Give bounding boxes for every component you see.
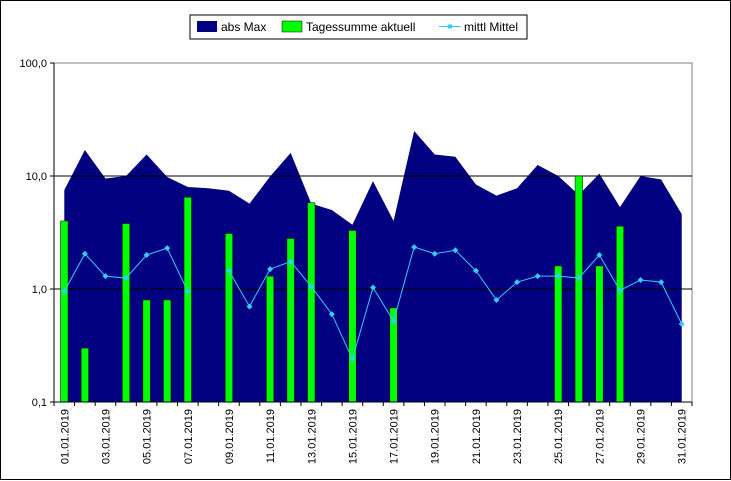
legend-label-tagessumme: Tagessumme aktuell [306,20,415,34]
mittl-mittel-point-30 [678,321,685,328]
mittl-mittel-line-layer [61,244,685,363]
mittl-mittel-point-27 [616,287,623,294]
tagessumme-bar-25 [574,175,583,403]
mittl-mittel-point-13 [328,311,335,318]
legend-label-abs-max: abs Max [221,20,266,34]
tagessumme-bar-6 [183,196,192,403]
mittl-mittel-point-23 [534,273,541,280]
x-tick-label-3: 07.01.2019 [183,409,195,464]
x-tick-label-15: 31.01.2019 [677,409,689,464]
mittl-mittel-point-29 [658,279,665,286]
legend-label-mittl-mittel: mittl Mittel [464,20,518,34]
y-tick-label-0: 0,1 [32,397,47,409]
mittl-mittel-point-11 [287,258,294,265]
mittl-mittel-point-15 [370,284,376,291]
tagessumme-bar-24 [554,265,563,403]
x-tick-label-2: 05.01.2019 [142,409,154,464]
x-tick-label-4: 09.01.2019 [224,409,236,464]
mittl-mittel-point-10 [267,266,274,273]
abs-max-area-layer [64,131,682,402]
tagessumme-bar-5 [163,299,172,403]
tagessumme-bar-26 [595,265,604,403]
mittl-mittel-point-1 [81,250,88,257]
mittl-mittel-point-21 [493,296,500,303]
mittl-mittel-point-6 [184,288,191,295]
tagessumme-bar-0 [60,220,69,403]
y-tick-label-2: 10,0 [26,171,47,183]
tagessumme-bar-8 [224,233,233,403]
axis-layer: 0,1 1,0 10,0 100,0 01.01.2019 03.01.2019 05.01… [19,58,693,464]
mittl-mittel-point-12 [308,283,315,290]
mittl-mittel-point-4 [143,251,150,258]
y-tick-label-3: 100,0 [19,58,47,70]
x-tick-label-0: 01.01.2019 [59,409,71,464]
mittl-mittel-point-28 [637,277,644,284]
mittl-mittel-point-19 [452,247,459,254]
mittl-mittel-point-26 [596,251,603,258]
x-tick-label-11: 23.01.2019 [512,409,524,464]
mittl-mittel-point-25 [575,275,582,282]
legend: abs Max Tagessumme aktuell mittl Mittel [189,14,528,40]
tagessumme-bar-3 [122,223,131,403]
legend-swatch-tagessumme [281,20,303,33]
x-tick-label-7: 15.01.2019 [347,409,359,464]
x-tick-label-1: 03.01.2019 [100,409,112,464]
mittl-mittel-point-16 [390,318,397,325]
x-tick-label-10: 21.01.2019 [471,409,483,464]
mittl-mittel-point-14 [349,356,356,363]
x-tick-label-14: 29.01.2019 [636,409,648,464]
legend-swatch-abs-max [197,21,217,32]
x-tick-label-12: 25.01.2019 [553,409,565,464]
x-tick-label-5: 11.01.2019 [265,409,277,463]
abs-max-area [64,131,682,402]
tagessumme-bar-14 [348,230,357,403]
legend-marker-mittl-mittel [448,24,452,29]
x-tick-label-6: 13.01.2019 [306,409,318,464]
mittl-mittel-point-20 [472,267,479,274]
tagessumme-bar-4 [142,299,151,403]
tagessumme-bar-1 [80,347,89,403]
mittl-mittel-point-24 [555,273,562,280]
tagessumme-bar-27 [615,225,624,403]
mittl-mittel-point-3 [123,275,130,282]
tagessumme-bar-12 [307,202,316,403]
mittl-mittel-point-2 [102,273,109,280]
mittl-mittel-point-17 [411,244,418,251]
mittl-mittel-point-18 [431,250,438,257]
mittl-mittel-point-0 [61,288,68,295]
mittl-mittel-point-22 [514,279,521,286]
x-tick-label-9: 19.01.2019 [430,409,442,464]
x-tick-label-13: 27.01.2019 [594,409,606,464]
legend-box [189,14,528,40]
x-tick-label-8: 17.01.2019 [389,409,401,464]
mittl-mittel-point-9 [246,303,253,310]
mittl-mittel-point-5 [164,245,171,252]
mittl-mittel-point-8 [225,267,232,274]
y-tick-label-1: 1,0 [32,284,47,296]
tagessumme-bar-10 [266,275,275,403]
